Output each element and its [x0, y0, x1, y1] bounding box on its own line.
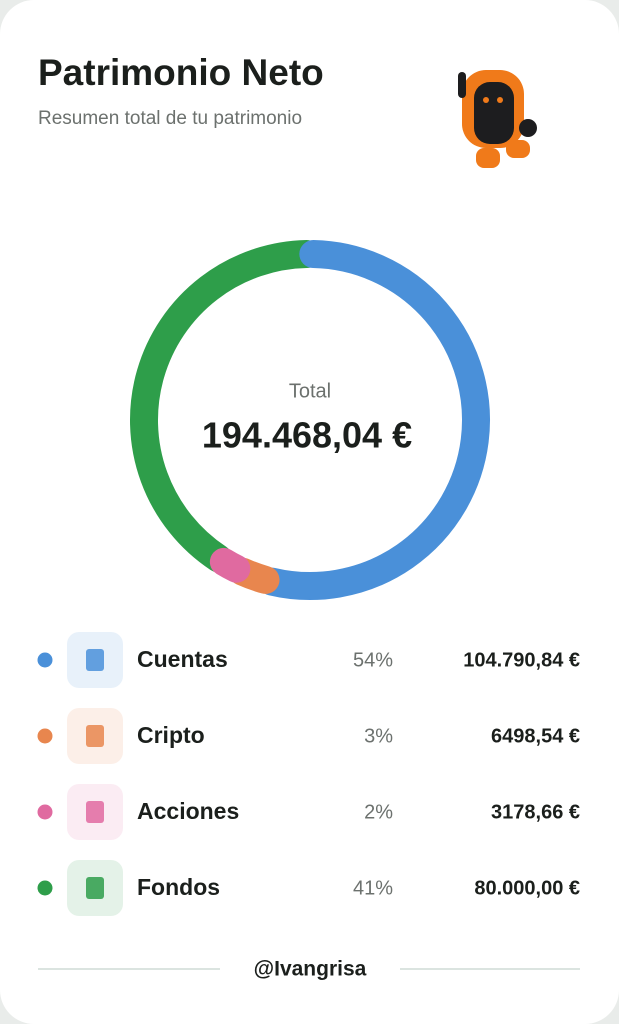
subtitle: Resumen total de tu patrimonio — [38, 108, 302, 129]
mascot — [458, 70, 537, 168]
donut-segment — [209, 547, 251, 583]
percent-label: 54% — [353, 649, 393, 671]
category-label: Cripto — [137, 722, 205, 748]
icon — [86, 801, 104, 823]
donut-segment — [257, 240, 490, 600]
icon — [86, 877, 104, 899]
donut-chart — [130, 240, 490, 600]
amount-label: 104.790,84 € — [463, 649, 580, 671]
donut-segment — [130, 240, 321, 573]
percent-label: 3% — [364, 725, 393, 747]
legend-dot — [37, 804, 53, 820]
category-label: Cuentas — [137, 646, 228, 672]
footer: @Ivangrisa — [254, 958, 367, 981]
amount-label: 6498,54 € — [491, 725, 580, 747]
icon — [86, 649, 104, 671]
legend-dot — [37, 880, 53, 896]
percent-label: 41% — [353, 877, 393, 899]
center-value: 194.468,04 € — [202, 415, 412, 456]
legend-dot — [37, 652, 53, 668]
percent-label: 2% — [364, 801, 393, 823]
amount-label: 3178,66 € — [491, 801, 580, 823]
title: Patrimonio Neto — [38, 52, 324, 93]
category-label: Acciones — [137, 798, 239, 824]
amount-label: 80.000,00 € — [474, 877, 580, 899]
legend-dot — [37, 728, 53, 744]
center-label: Total — [289, 380, 331, 402]
category-label: Fondos — [137, 874, 220, 900]
icon — [86, 725, 104, 747]
legend: Cuentas 54% 104.790,84 € Cripto 3% 6498,54 € A… — [37, 632, 580, 916]
